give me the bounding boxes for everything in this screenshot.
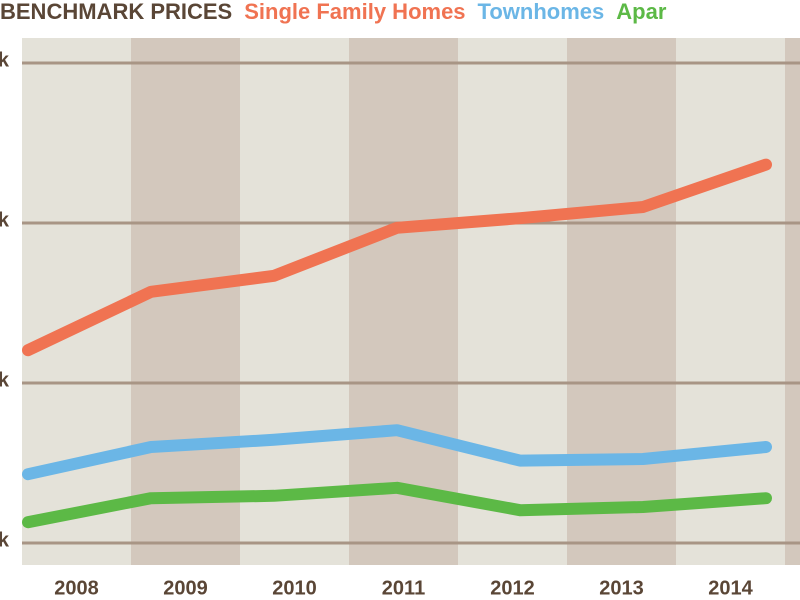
- background-bands: [22, 38, 800, 565]
- lines: [22, 158, 772, 529]
- series-line: [22, 158, 772, 357]
- band: [785, 38, 800, 565]
- x-tick-label: 2009: [163, 577, 208, 599]
- band: [349, 38, 458, 565]
- band: [567, 38, 676, 565]
- x-tick-label: 2012: [490, 577, 535, 599]
- legend-entry: Single Family Homes: [244, 0, 465, 24]
- legend-entry: Apar: [616, 0, 667, 24]
- y-tick-label: k: [0, 209, 10, 231]
- x-tick-label: 2014: [708, 577, 753, 599]
- band: [131, 38, 240, 565]
- x-tick-label: 2010: [272, 577, 317, 599]
- y-tick-label: k: [0, 369, 10, 391]
- series-line: [22, 424, 772, 481]
- band: [22, 38, 131, 565]
- legend-entry: Townhomes: [478, 0, 605, 24]
- band: [240, 38, 349, 565]
- chart-title: BENCHMARK PRICES: [0, 0, 232, 24]
- x-tick-label: 2011: [382, 577, 425, 599]
- x-tick-label: 2013: [599, 577, 644, 599]
- y-tick-label: k: [0, 49, 10, 71]
- band: [676, 38, 785, 565]
- series-line: [22, 481, 772, 529]
- y-tick-label: k: [0, 529, 10, 551]
- x-tick-label: 2008: [54, 577, 99, 599]
- labels: k k k k 2008 2009 2010 2011 2012 2013 2014: [0, 49, 754, 599]
- band: [458, 38, 567, 565]
